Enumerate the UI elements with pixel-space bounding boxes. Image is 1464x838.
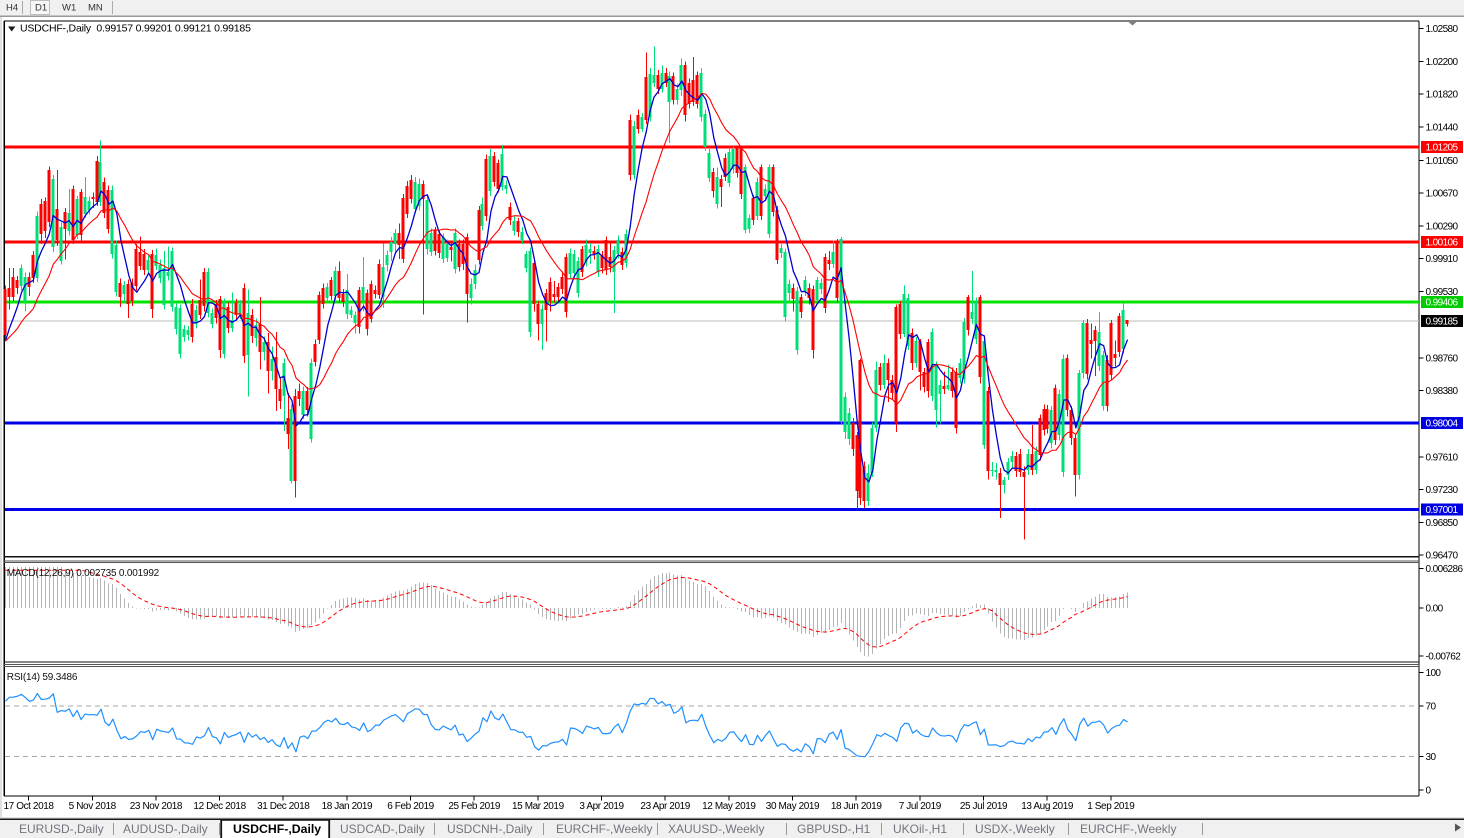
svg-text:30: 30	[1426, 752, 1437, 763]
svg-text:1 Sep 2019: 1 Sep 2019	[1087, 801, 1135, 812]
svg-text:USDCHF-,Daily: USDCHF-,Daily	[233, 822, 321, 836]
svg-text:6 Feb 2019: 6 Feb 2019	[387, 801, 434, 812]
svg-text:0.97001: 0.97001	[1426, 505, 1459, 516]
svg-text:23 Apr 2019: 23 Apr 2019	[640, 801, 690, 812]
svg-text:23 Nov 2018: 23 Nov 2018	[130, 801, 183, 812]
svg-text:MACD(12,26,9) 0.002735 0.00199: MACD(12,26,9) 0.002735 0.001992	[7, 568, 160, 579]
svg-text:MN: MN	[88, 3, 103, 14]
svg-text:1.00290: 1.00290	[1426, 221, 1459, 232]
svg-text:25 Feb 2019: 25 Feb 2019	[448, 801, 501, 812]
svg-text:25 Jul 2019: 25 Jul 2019	[960, 801, 1008, 812]
svg-text:AUDUSD-,Daily: AUDUSD-,Daily	[123, 822, 208, 836]
svg-text:H4: H4	[6, 3, 18, 14]
svg-text:1.01820: 1.01820	[1426, 90, 1459, 101]
svg-text:31 Dec 2018: 31 Dec 2018	[257, 801, 310, 812]
svg-text:USDX-,Weekly: USDX-,Weekly	[975, 822, 1055, 836]
svg-text:18 Jan 2019: 18 Jan 2019	[322, 801, 373, 812]
svg-text:0.96470: 0.96470	[1426, 551, 1459, 562]
svg-text:USDCNH-,Daily: USDCNH-,Daily	[447, 822, 532, 836]
svg-text:100: 100	[1426, 668, 1442, 679]
svg-text:0: 0	[1426, 786, 1432, 797]
svg-text:0.98760: 0.98760	[1426, 353, 1459, 364]
svg-text:RSI(14) 59.3486: RSI(14) 59.3486	[7, 672, 78, 683]
svg-text:30 May 2019: 30 May 2019	[766, 801, 820, 812]
svg-text:13 Aug 2019: 13 Aug 2019	[1021, 801, 1074, 812]
svg-text:70: 70	[1426, 702, 1437, 713]
svg-text:0.98380: 0.98380	[1426, 386, 1459, 397]
svg-text:18 Jun 2019: 18 Jun 2019	[831, 801, 882, 812]
svg-text:1.01205: 1.01205	[1426, 143, 1459, 154]
svg-text:1.01050: 1.01050	[1426, 156, 1459, 167]
svg-text:0.99530: 0.99530	[1426, 287, 1459, 298]
svg-text:1.00670: 1.00670	[1426, 189, 1459, 200]
svg-text:1.01440: 1.01440	[1426, 122, 1459, 133]
svg-text:0.006286: 0.006286	[1426, 564, 1464, 575]
svg-text:1.02580: 1.02580	[1426, 24, 1459, 35]
svg-text:EURCHF-,Weekly: EURCHF-,Weekly	[1080, 822, 1176, 836]
svg-text:XAUUSD-,Weekly: XAUUSD-,Weekly	[668, 822, 764, 836]
svg-text:USDCAD-,Daily: USDCAD-,Daily	[340, 822, 425, 836]
svg-text:EURUSD-,Daily: EURUSD-,Daily	[19, 822, 104, 836]
svg-text:EURCHF-,Weekly: EURCHF-,Weekly	[556, 822, 652, 836]
svg-text:5 Nov 2018: 5 Nov 2018	[69, 801, 117, 812]
svg-text:1.02200: 1.02200	[1426, 57, 1459, 68]
svg-text:0.98004: 0.98004	[1426, 418, 1459, 429]
svg-text:0.97610: 0.97610	[1426, 452, 1459, 463]
svg-text:12 Dec 2018: 12 Dec 2018	[193, 801, 246, 812]
svg-text:D1: D1	[35, 3, 47, 14]
svg-text:USDCHF-,Daily 0.99157 0.99201: USDCHF-,Daily 0.99157 0.99201 0.99121 0.…	[20, 23, 251, 35]
svg-text:0.97230: 0.97230	[1426, 485, 1459, 496]
svg-text:0.99185: 0.99185	[1426, 317, 1459, 328]
svg-text:3 Apr 2019: 3 Apr 2019	[579, 801, 624, 812]
svg-text:W1: W1	[62, 3, 76, 14]
svg-text:GBPUSD-,H1: GBPUSD-,H1	[797, 822, 871, 836]
svg-text:12 May 2019: 12 May 2019	[702, 801, 756, 812]
svg-text:1.00106: 1.00106	[1426, 237, 1459, 248]
svg-text:UKOil-,H1: UKOil-,H1	[893, 822, 947, 836]
svg-text:-0.00762: -0.00762	[1426, 651, 1462, 662]
svg-text:7 Jul 2019: 7 Jul 2019	[899, 801, 942, 812]
svg-text:15 Mar 2019: 15 Mar 2019	[512, 801, 565, 812]
svg-text:17 Oct 2018: 17 Oct 2018	[4, 801, 55, 812]
svg-text:0.00: 0.00	[1426, 604, 1444, 615]
svg-text:0.99406: 0.99406	[1426, 298, 1459, 309]
svg-text:0.96850: 0.96850	[1426, 518, 1459, 529]
svg-text:0.99910: 0.99910	[1426, 254, 1459, 265]
